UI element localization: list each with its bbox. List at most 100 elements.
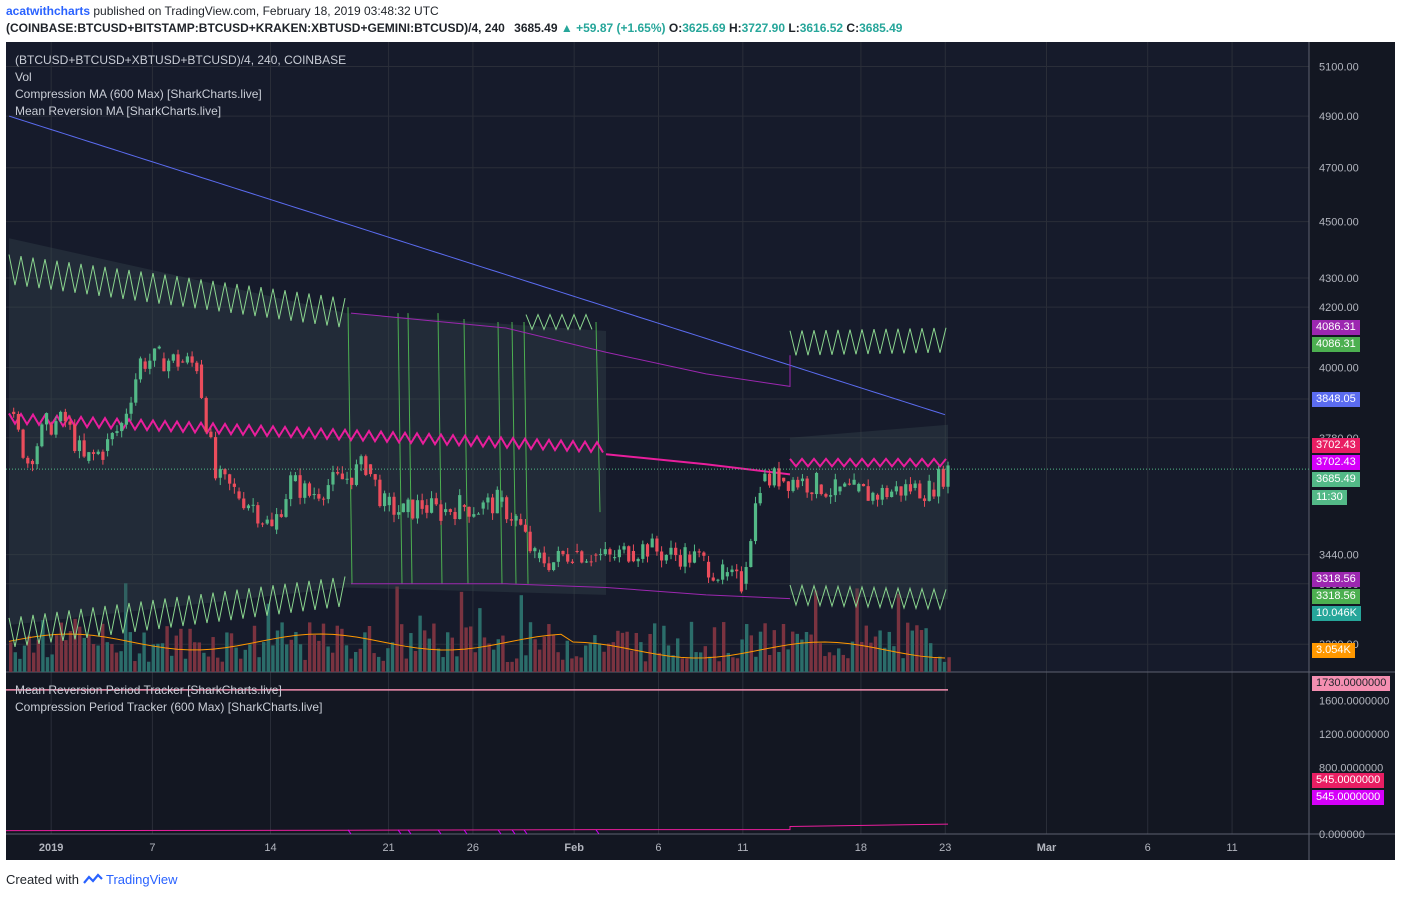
candle-body xyxy=(87,452,91,461)
candle-body xyxy=(340,473,344,480)
volume-bar xyxy=(68,631,73,672)
candle-body xyxy=(810,492,814,495)
volume-bar xyxy=(786,649,790,672)
volume-bar xyxy=(41,619,45,672)
high-label: H: xyxy=(728,21,742,35)
candle-body xyxy=(275,514,279,530)
volume-bar xyxy=(561,659,565,672)
volume-bar xyxy=(137,653,142,672)
candle-body xyxy=(12,411,16,414)
candle-body xyxy=(16,413,20,430)
volume-bar xyxy=(699,652,703,672)
candle-body xyxy=(476,513,481,515)
candle-body xyxy=(645,544,650,557)
legend-mean-reversion-ma: Mean Reversion MA [SharkCharts.live] xyxy=(15,104,222,118)
volume-bar xyxy=(142,632,146,672)
volume-bar xyxy=(864,625,868,672)
candle-body xyxy=(354,464,359,485)
volume-bar xyxy=(160,643,165,672)
volume-bar xyxy=(427,638,431,672)
candle-body xyxy=(843,483,847,487)
volume-bar xyxy=(432,623,436,672)
volume-bar xyxy=(464,627,468,672)
volume-bar xyxy=(745,624,749,672)
candle-body xyxy=(129,402,133,414)
up-arrow-icon: ▲ xyxy=(560,21,573,35)
author-link[interactable]: acatwithcharts xyxy=(6,4,91,18)
candle-body xyxy=(237,491,241,499)
chart-canvas[interactable]: 5100.00 4900.00 4700.00 4500.00 4300.00 4200.… xyxy=(6,42,1395,860)
candle-body xyxy=(542,552,546,564)
candle-body xyxy=(73,424,77,452)
candle-body xyxy=(692,551,697,563)
volume-bar xyxy=(381,660,385,672)
candle-body xyxy=(721,564,725,580)
footer: Created with TradingView xyxy=(6,872,178,887)
volume-bar xyxy=(924,628,928,672)
volume-bar xyxy=(252,625,257,672)
volume-bar xyxy=(312,634,316,672)
volume-bar xyxy=(901,658,905,672)
volume-bar xyxy=(469,626,473,672)
candle-body xyxy=(767,473,772,486)
switch-line xyxy=(347,307,353,584)
mean-reversion-ma xyxy=(8,412,604,454)
candle-body xyxy=(176,354,180,367)
volume-bar xyxy=(354,651,358,672)
volume-bar xyxy=(772,630,776,672)
volume-bar xyxy=(639,642,643,672)
candle-body xyxy=(913,483,917,488)
price-label-2: 3848.05 xyxy=(1312,392,1360,407)
volume-bar xyxy=(593,635,597,672)
volume-bar xyxy=(441,657,445,672)
price-label-1: 4086.31 xyxy=(1312,337,1360,352)
x-tick-label: Feb xyxy=(564,842,584,854)
sub-y-tick-label: 1200.0000000 xyxy=(1319,729,1389,741)
volume-bar xyxy=(533,639,537,672)
volume-bar xyxy=(331,652,335,672)
price-change: +59.87 (+1.65%) xyxy=(576,21,666,35)
volume-bar xyxy=(101,623,105,672)
switch-line xyxy=(407,313,413,584)
volume-bar xyxy=(676,638,680,672)
candle-body xyxy=(528,531,532,552)
candle-body xyxy=(486,497,490,503)
price-label-8: 3318.56 xyxy=(1312,589,1360,604)
candle-body xyxy=(495,489,499,514)
volume-bar xyxy=(662,625,666,672)
volume-bar xyxy=(510,661,514,672)
mean-reversion-ma-2 xyxy=(789,457,947,468)
candle-body xyxy=(739,571,744,592)
candle-body xyxy=(120,423,124,432)
price-label-7: 3318.56 xyxy=(1312,572,1360,587)
volume-bar xyxy=(133,661,137,672)
volume-bar xyxy=(128,632,132,672)
candle-body xyxy=(697,551,701,553)
candle-body xyxy=(552,562,556,571)
tracker-spike xyxy=(437,829,442,835)
candle-body xyxy=(397,512,401,515)
y-tick-label: 4500.00 xyxy=(1319,217,1359,229)
volume-bar xyxy=(18,658,22,672)
candle-body xyxy=(359,456,363,465)
volume-bar xyxy=(344,645,349,672)
volume-bar xyxy=(556,652,560,672)
volume-bar xyxy=(754,656,758,672)
volume-bar xyxy=(841,654,845,672)
candle-body xyxy=(49,424,53,435)
candle-body xyxy=(660,551,664,561)
tracker-spike xyxy=(497,829,502,835)
volume-bar xyxy=(193,642,197,672)
volume-bar xyxy=(565,640,569,672)
candle-body xyxy=(293,475,297,482)
candle-body xyxy=(805,478,809,493)
candle-body xyxy=(105,439,110,451)
volume-bar xyxy=(634,633,638,672)
tradingview-link[interactable]: TradingView xyxy=(106,872,178,887)
volume-bar xyxy=(36,639,40,672)
candle-body xyxy=(124,413,128,425)
volume-bar xyxy=(818,643,822,672)
volume-bar xyxy=(616,630,620,672)
candle-body xyxy=(575,550,579,552)
candle-body xyxy=(824,494,828,497)
